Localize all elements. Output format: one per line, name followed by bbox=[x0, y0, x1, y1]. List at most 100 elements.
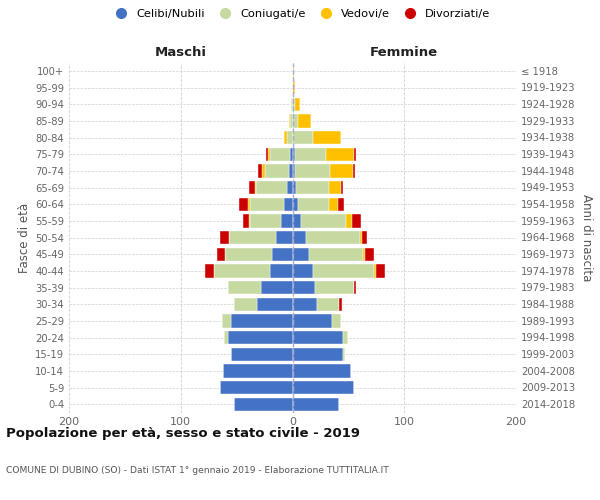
Bar bbox=[268, 148, 270, 161]
Bar bbox=[354, 148, 356, 161]
Bar bbox=[295, 164, 331, 177]
Bar bbox=[239, 198, 248, 211]
Bar bbox=[257, 298, 293, 311]
Bar bbox=[217, 248, 226, 261]
Bar bbox=[220, 231, 229, 244]
Bar bbox=[352, 214, 361, 228]
Text: Femmine: Femmine bbox=[370, 46, 439, 59]
Bar bbox=[292, 98, 293, 111]
Bar bbox=[231, 348, 293, 361]
Bar bbox=[229, 231, 276, 244]
Bar bbox=[298, 198, 329, 211]
Bar bbox=[220, 381, 293, 394]
Bar bbox=[293, 98, 295, 111]
Bar bbox=[270, 264, 293, 278]
Bar bbox=[331, 164, 353, 177]
Bar bbox=[290, 114, 293, 128]
Bar bbox=[266, 148, 268, 161]
Bar bbox=[289, 114, 290, 128]
Bar bbox=[301, 214, 346, 228]
Bar bbox=[313, 264, 374, 278]
Bar bbox=[223, 364, 293, 378]
Bar bbox=[354, 281, 356, 294]
Bar bbox=[249, 181, 254, 194]
Bar bbox=[293, 331, 343, 344]
Bar bbox=[231, 314, 293, 328]
Bar bbox=[254, 181, 256, 194]
Bar bbox=[293, 198, 298, 211]
Text: Popolazione per età, sesso e stato civile - 2019: Popolazione per età, sesso e stato civil… bbox=[6, 428, 360, 440]
Bar bbox=[270, 148, 290, 161]
Bar bbox=[235, 298, 257, 311]
Bar bbox=[227, 281, 261, 294]
Bar bbox=[376, 264, 385, 278]
Bar bbox=[298, 114, 311, 128]
Bar bbox=[289, 164, 293, 177]
Bar bbox=[214, 264, 270, 278]
Bar bbox=[293, 148, 295, 161]
Bar bbox=[293, 181, 296, 194]
Bar bbox=[332, 314, 341, 328]
Bar bbox=[265, 164, 289, 177]
Bar bbox=[226, 248, 272, 261]
Bar bbox=[341, 181, 343, 194]
Bar bbox=[315, 281, 354, 294]
Bar bbox=[224, 331, 227, 344]
Text: COMUNE DI DUBINO (SO) - Dati ISTAT 1° gennaio 2019 - Elaborazione TUTTITALIA.IT: COMUNE DI DUBINO (SO) - Dati ISTAT 1° ge… bbox=[6, 466, 389, 475]
Bar bbox=[244, 214, 249, 228]
Bar bbox=[261, 281, 293, 294]
Bar bbox=[365, 248, 374, 261]
Bar bbox=[374, 264, 376, 278]
Bar bbox=[290, 148, 293, 161]
Bar bbox=[258, 164, 262, 177]
Bar bbox=[284, 198, 293, 211]
Bar bbox=[293, 131, 313, 144]
Bar bbox=[293, 164, 295, 177]
Bar bbox=[359, 231, 362, 244]
Bar bbox=[227, 331, 293, 344]
Bar bbox=[250, 198, 284, 211]
Bar bbox=[313, 131, 341, 144]
Bar bbox=[293, 398, 340, 411]
Bar bbox=[293, 348, 343, 361]
Bar bbox=[293, 248, 309, 261]
Bar bbox=[222, 314, 231, 328]
Bar bbox=[205, 264, 214, 278]
Bar bbox=[235, 398, 293, 411]
Y-axis label: Fasce di età: Fasce di età bbox=[18, 202, 31, 272]
Bar bbox=[346, 214, 352, 228]
Bar bbox=[296, 181, 329, 194]
Legend: Celibi/Nubili, Coniugati/e, Vedovi/e, Divorziati/e: Celibi/Nubili, Coniugati/e, Vedovi/e, Di… bbox=[106, 4, 494, 24]
Bar bbox=[256, 181, 287, 194]
Bar bbox=[262, 164, 265, 177]
Bar bbox=[353, 164, 355, 177]
Bar bbox=[362, 231, 367, 244]
Bar bbox=[293, 314, 332, 328]
Bar bbox=[250, 214, 281, 228]
Bar bbox=[293, 264, 313, 278]
Bar bbox=[249, 214, 250, 228]
Bar bbox=[338, 198, 344, 211]
Bar bbox=[281, 214, 293, 228]
Bar bbox=[326, 148, 354, 161]
Bar bbox=[295, 98, 301, 111]
Bar bbox=[248, 198, 250, 211]
Bar bbox=[329, 181, 341, 194]
Bar bbox=[343, 348, 345, 361]
Text: Maschi: Maschi bbox=[155, 46, 207, 59]
Bar bbox=[293, 364, 350, 378]
Bar bbox=[293, 214, 301, 228]
Bar bbox=[293, 298, 317, 311]
Bar bbox=[329, 198, 338, 211]
Bar bbox=[363, 248, 365, 261]
Bar bbox=[309, 248, 363, 261]
Y-axis label: Anni di nascita: Anni di nascita bbox=[580, 194, 593, 281]
Bar bbox=[340, 298, 341, 311]
Bar bbox=[293, 81, 295, 94]
Bar bbox=[276, 231, 293, 244]
Bar bbox=[306, 231, 359, 244]
Bar bbox=[295, 148, 326, 161]
Bar bbox=[343, 331, 349, 344]
Bar bbox=[287, 131, 293, 144]
Bar bbox=[272, 248, 293, 261]
